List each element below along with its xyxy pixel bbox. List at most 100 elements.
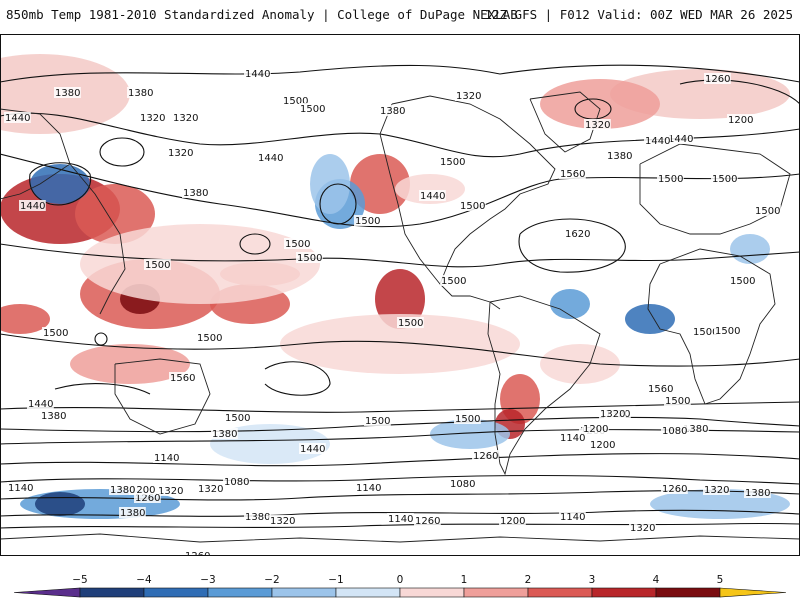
contour-label: 1140	[388, 514, 413, 525]
contour-label-bg	[692, 326, 719, 337]
contour-label: 1500	[355, 216, 380, 227]
contour-label: 1320	[270, 516, 295, 527]
contour-label: 1140	[560, 433, 585, 444]
contour-label-bg	[144, 259, 171, 270]
contour-label-bg	[153, 452, 180, 463]
contour-label: 1500	[712, 174, 737, 185]
contour-label: 1380	[55, 88, 80, 99]
contour-label-bg	[559, 511, 586, 522]
contour-label-bg	[109, 484, 136, 495]
anomaly-blob-27	[430, 419, 510, 449]
contour-label-bg	[364, 415, 391, 426]
north-america-outline	[391, 95, 556, 310]
contour-label-bg	[119, 507, 146, 518]
contour-label: 1500	[658, 174, 683, 185]
contour-label-bg	[139, 112, 166, 123]
contour-label-bg	[419, 190, 446, 201]
anomaly-blob-23	[35, 492, 85, 516]
anomaly-blob-16	[625, 304, 675, 334]
colorbar-tick-label: 3	[589, 574, 596, 586]
contour-label-bg	[704, 73, 731, 84]
contour-label: 1320	[173, 113, 198, 124]
contour-label-bg	[629, 522, 656, 533]
contour-label-bg	[606, 150, 633, 161]
contour-label: 1080	[662, 426, 687, 437]
contour-label: 1500	[285, 239, 310, 250]
contour-label: 1500	[440, 157, 465, 168]
height-contour-12	[0, 523, 800, 529]
contour-label-bg	[244, 68, 271, 79]
contour-label-bg	[711, 173, 738, 184]
contour-label-bg	[564, 228, 591, 239]
contour-label: 1440	[20, 201, 45, 212]
contour-label-bg	[559, 168, 586, 179]
contour-label: 1320	[704, 485, 729, 496]
contour-label-bg	[355, 482, 382, 493]
height-contour-2	[0, 153, 800, 228]
contour-label: 1500	[300, 104, 325, 115]
contour-label-bg	[459, 200, 486, 211]
contour-label-bg	[211, 428, 238, 439]
colorbar-tick-label: 1	[461, 574, 468, 586]
colorbar-min-extend	[13, 587, 81, 598]
colorbar-block	[399, 587, 465, 598]
contour-label-bg	[499, 515, 526, 526]
contour-label: 1080	[450, 479, 475, 490]
contour-label-bg	[647, 383, 674, 394]
anomaly-blob-15	[550, 289, 590, 319]
colorbar-tick-label: −2	[264, 574, 279, 586]
contour-label-bg	[182, 187, 209, 198]
colorbar-block	[335, 587, 401, 598]
map-title: 850mb Temp 1981-2010 Standardized Anomal…	[6, 7, 518, 22]
contour-label-bg	[134, 492, 161, 503]
contour-label: 1140	[154, 453, 179, 464]
contour-label-bg	[559, 432, 586, 443]
greenland-outline	[529, 91, 601, 153]
height-contour-16	[574, 98, 612, 120]
east-asia-coast	[69, 163, 126, 315]
height-contour-19	[29, 162, 92, 206]
contour-label-bg	[589, 439, 616, 450]
height-contour-15	[319, 183, 357, 225]
contour-label-bg	[19, 200, 46, 211]
contour-label-bg	[40, 410, 67, 421]
colorbar-tick-label: 4	[653, 574, 660, 586]
contour-label: 1380	[110, 485, 135, 496]
contour-label-bg	[661, 425, 688, 436]
anomaly-shading	[0, 54, 790, 519]
contour-label-bg	[224, 412, 251, 423]
contour-label-bg	[744, 487, 771, 498]
contour-label: 1200	[590, 440, 615, 451]
south-america-outline	[487, 295, 601, 476]
contour-label-bg	[657, 173, 684, 184]
europe-outline	[639, 143, 791, 235]
anomaly-blob-29	[540, 344, 620, 384]
contour-label-bg	[414, 515, 441, 526]
contour-label-bg	[667, 133, 694, 144]
anomaly-blob-25	[280, 314, 520, 374]
contour-label-bg	[244, 511, 271, 522]
height-contour-17	[679, 79, 800, 105]
anomaly-blob-14	[310, 154, 350, 214]
contour-label: 1500	[460, 201, 485, 212]
contour-label: 1320	[585, 120, 610, 131]
height-contour-21	[264, 361, 331, 396]
contour-label-bg	[157, 485, 184, 496]
contour-label-bg	[397, 317, 424, 328]
contour-label-bg	[129, 484, 156, 495]
contour-label: 1080	[224, 477, 249, 488]
colorbar-tick-label: −5	[72, 574, 87, 586]
height-contour-5	[0, 401, 800, 413]
contour-label-bg	[196, 332, 223, 343]
contour-label: 1440	[668, 134, 693, 145]
colorbar-tick-label: −3	[200, 574, 215, 586]
contour-label-bg	[223, 476, 250, 487]
height-contour-9	[0, 474, 800, 485]
contour-label-bg	[296, 252, 323, 263]
contour-label: 1380	[41, 411, 66, 422]
contour-label-bg	[599, 408, 626, 419]
contour-label-bg	[449, 478, 476, 489]
colorbar-tick-label: 2	[525, 574, 532, 586]
anomaly-blob-2	[75, 184, 155, 244]
contour-label: 1320	[168, 148, 193, 159]
